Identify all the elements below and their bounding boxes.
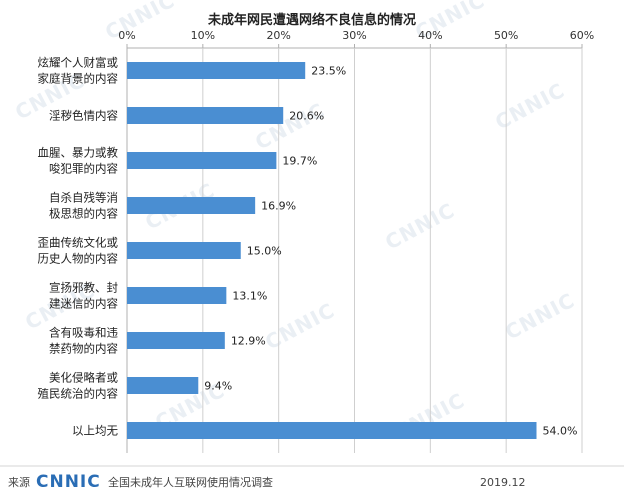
- bar: [127, 62, 306, 79]
- tick-label: 0%: [118, 29, 135, 42]
- bar: [127, 107, 284, 124]
- value-labels: 23.5% 20.6% 19.7% 16.9% 15.0% 13.1% 12.9% 9.4% 5…: [204, 65, 577, 438]
- category-label: 以上均无: [72, 424, 118, 438]
- watermark-text: CNNIC: [491, 78, 569, 135]
- bar: [127, 287, 227, 304]
- value-label: 19.7%: [282, 155, 317, 168]
- footer-date: 2019.12: [480, 476, 526, 489]
- tick-label: 20%: [266, 29, 290, 42]
- bar: [127, 152, 277, 169]
- value-label: 20.6%: [289, 110, 324, 123]
- watermark-text: CNNIC: [381, 198, 459, 255]
- cnnic-logo: CNNIC: [36, 472, 101, 492]
- category-label: 家庭背景的内容: [38, 72, 119, 86]
- tick-label: 60%: [570, 29, 594, 42]
- bar: [127, 377, 199, 394]
- category-label: 美化侵略者或: [49, 371, 118, 385]
- category-label: 殖民统治的内容: [38, 387, 119, 401]
- value-label: 12.9%: [231, 335, 266, 348]
- category-label: 歪曲传统文化或: [38, 236, 119, 250]
- category-label: 含有吸毒和违: [49, 326, 118, 340]
- bars: [127, 62, 537, 439]
- category-label: 淫秽色情内容: [49, 109, 118, 123]
- value-label: 9.4%: [204, 380, 232, 393]
- watermark-text: CNNIC: [501, 288, 579, 345]
- bar: [127, 332, 225, 349]
- chart-title: 未成年网民遭遇网络不良信息的情况: [207, 12, 416, 28]
- footer-survey-name: 全国未成年人互联网使用情况调查: [108, 475, 273, 489]
- footer-source-label: 来源: [8, 475, 30, 489]
- category-labels: 炫耀个人财富或家庭背景的内容淫秽色情内容血腥、暴力或教唆犯罪的内容自杀自残等消极…: [38, 56, 119, 438]
- category-label: 禁药物的内容: [49, 342, 118, 356]
- watermark-text: CNNIC: [251, 98, 329, 155]
- x-axis-ticks: 0% 10% 20% 30% 40% 50% 60%: [118, 29, 594, 42]
- category-label: 宣扬邪教、封: [49, 281, 118, 295]
- bar: [127, 197, 256, 214]
- tick-label: 10%: [191, 29, 215, 42]
- value-label: 15.0%: [247, 245, 282, 258]
- category-label: 历史人物的内容: [38, 252, 119, 266]
- tick-label: 40%: [418, 29, 442, 42]
- category-label: 炫耀个人财富或: [38, 56, 119, 70]
- value-label: 54.0%: [543, 425, 578, 438]
- category-label: 唆犯罪的内容: [49, 162, 118, 176]
- bar: [127, 242, 241, 259]
- watermark-text: CNNIC: [261, 298, 339, 355]
- value-label: 23.5%: [311, 65, 346, 78]
- tick-label: 30%: [342, 29, 366, 42]
- category-label: 极思想的内容: [49, 207, 118, 221]
- category-label: 自杀自残等消: [49, 191, 118, 205]
- category-label: 建迷信的内容: [49, 297, 118, 311]
- category-label: 血腥、暴力或教: [38, 146, 119, 160]
- tick-label: 50%: [494, 29, 518, 42]
- value-label: 16.9%: [261, 200, 296, 213]
- bar: [127, 422, 537, 439]
- value-label: 13.1%: [232, 290, 267, 303]
- watermark-text: CNNIC: [101, 0, 179, 44]
